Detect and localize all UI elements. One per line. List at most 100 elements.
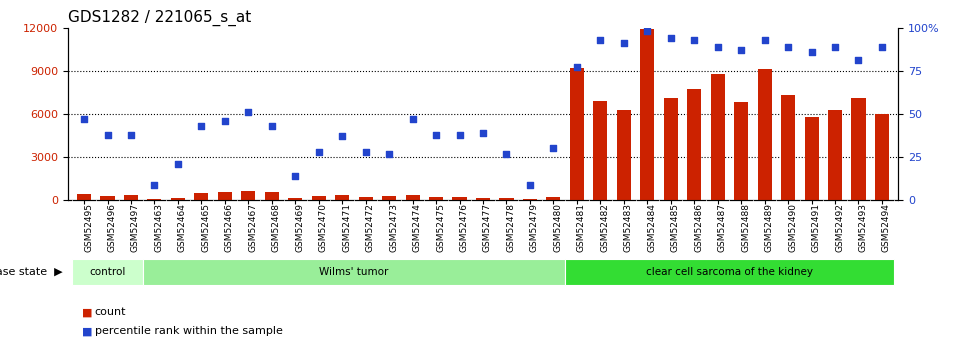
Text: GSM52482: GSM52482: [600, 203, 610, 252]
Text: GSM52474: GSM52474: [412, 203, 421, 252]
Text: clear cell sarcoma of the kidney: clear cell sarcoma of the kidney: [646, 267, 813, 277]
Bar: [781, 95, 795, 200]
Bar: [358, 197, 373, 200]
Point: [804, 49, 819, 55]
Text: GSM52496: GSM52496: [107, 203, 117, 252]
Text: disease state  ▶: disease state ▶: [0, 267, 63, 277]
Text: GSM52471: GSM52471: [342, 203, 352, 252]
Bar: [194, 193, 209, 200]
Text: GSM52468: GSM52468: [271, 203, 281, 252]
Text: count: count: [95, 307, 127, 317]
Point: [124, 132, 139, 137]
Text: ■: ■: [82, 307, 93, 317]
Bar: [124, 195, 138, 200]
Text: GSM52467: GSM52467: [248, 203, 257, 252]
Text: GSM52491: GSM52491: [811, 203, 820, 252]
Bar: [383, 196, 396, 200]
Bar: [757, 69, 772, 200]
Text: GSM52470: GSM52470: [319, 203, 327, 252]
Point: [569, 65, 584, 70]
Text: GSM52464: GSM52464: [178, 203, 186, 252]
Point: [851, 58, 867, 63]
Text: GSM52463: GSM52463: [155, 203, 163, 252]
Bar: [616, 110, 631, 200]
Text: GSM52488: GSM52488: [741, 203, 751, 252]
Point: [428, 132, 443, 137]
Text: Wilms' tumor: Wilms' tumor: [319, 267, 388, 277]
Bar: [547, 197, 560, 200]
Bar: [805, 117, 818, 200]
Point: [405, 116, 420, 122]
Bar: [171, 198, 185, 200]
Point: [358, 149, 374, 155]
Point: [382, 151, 397, 156]
Text: GSM52494: GSM52494: [882, 203, 891, 252]
Text: GSM52487: GSM52487: [718, 203, 726, 252]
Text: GSM52483: GSM52483: [624, 203, 633, 252]
Text: GDS1282 / 221065_s_at: GDS1282 / 221065_s_at: [68, 10, 251, 26]
Point: [475, 130, 491, 136]
Text: GSM52495: GSM52495: [84, 203, 93, 252]
Bar: [734, 102, 749, 200]
Point: [193, 123, 209, 129]
Text: GSM52472: GSM52472: [366, 203, 375, 252]
Point: [264, 123, 279, 129]
Point: [546, 146, 561, 151]
Point: [147, 182, 162, 187]
Bar: [429, 197, 443, 200]
Bar: [476, 198, 490, 200]
Point: [452, 132, 468, 137]
Point: [99, 132, 115, 137]
Point: [757, 37, 773, 42]
Point: [874, 44, 890, 49]
Point: [334, 134, 350, 139]
Point: [639, 28, 655, 34]
Point: [687, 37, 702, 42]
Bar: [687, 89, 701, 200]
Text: control: control: [89, 267, 126, 277]
Point: [616, 40, 632, 46]
Bar: [217, 192, 232, 200]
Point: [241, 109, 256, 115]
Text: GSM52481: GSM52481: [577, 203, 585, 252]
Bar: [242, 191, 255, 200]
Text: GSM52476: GSM52476: [460, 203, 469, 252]
Bar: [265, 192, 279, 200]
Bar: [288, 198, 302, 200]
Text: GSM52466: GSM52466: [225, 203, 234, 252]
Bar: [148, 199, 161, 200]
Bar: [828, 110, 842, 200]
Bar: [312, 196, 326, 200]
Bar: [406, 195, 419, 200]
Text: ■: ■: [82, 326, 93, 336]
Point: [733, 47, 749, 53]
Bar: [77, 194, 91, 200]
Point: [311, 149, 327, 155]
Text: GSM52477: GSM52477: [483, 203, 492, 252]
Text: GSM52475: GSM52475: [436, 203, 445, 252]
Text: GSM52479: GSM52479: [530, 203, 539, 252]
Bar: [452, 197, 467, 200]
Bar: [523, 199, 537, 200]
Point: [170, 161, 185, 167]
Text: GSM52485: GSM52485: [670, 203, 680, 252]
Bar: [335, 195, 350, 200]
Text: GSM52486: GSM52486: [695, 203, 703, 252]
Bar: [499, 198, 514, 200]
Text: GSM52469: GSM52469: [296, 203, 304, 252]
Text: GSM52493: GSM52493: [859, 203, 867, 252]
Text: GSM52490: GSM52490: [788, 203, 797, 252]
Bar: [570, 68, 583, 200]
Bar: [593, 101, 608, 200]
Point: [710, 44, 725, 49]
Text: GSM52480: GSM52480: [554, 203, 562, 252]
Text: percentile rank within the sample: percentile rank within the sample: [95, 326, 282, 336]
Text: GSM52478: GSM52478: [506, 203, 516, 252]
Point: [827, 44, 842, 49]
Point: [288, 173, 303, 179]
Bar: [100, 196, 115, 200]
Bar: [875, 114, 889, 200]
Point: [663, 35, 678, 41]
Text: GSM52465: GSM52465: [201, 203, 211, 252]
Bar: [664, 98, 678, 200]
